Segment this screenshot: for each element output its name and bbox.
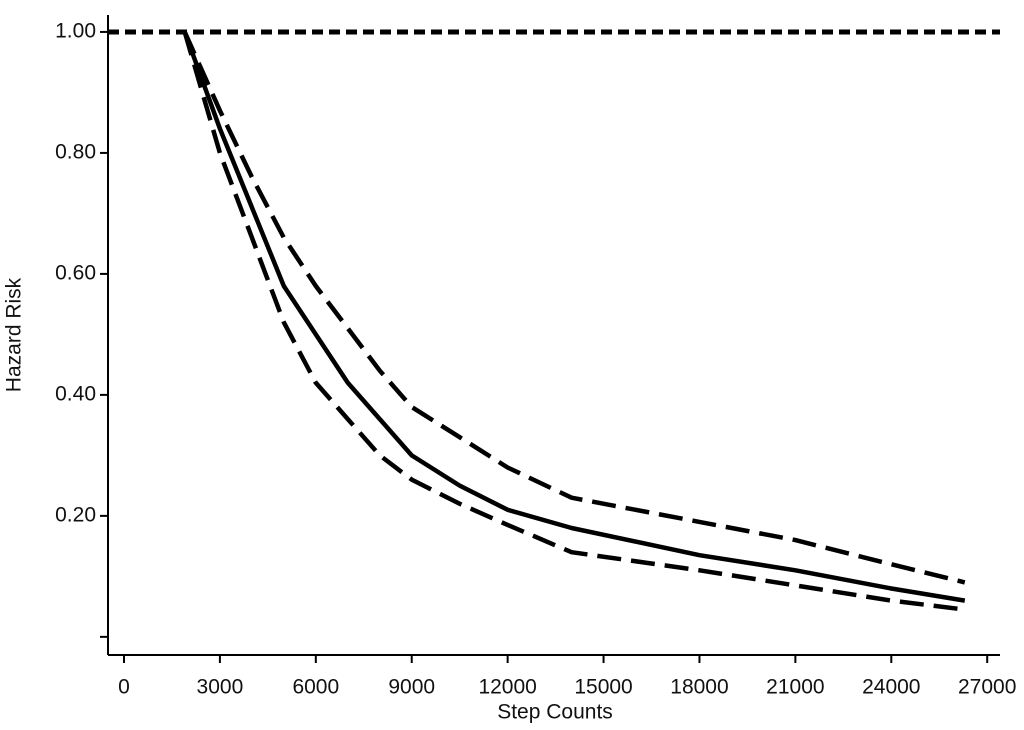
y-tick-label: 0.40 (55, 382, 96, 405)
x-tick-label: 12000 (478, 676, 536, 699)
x-tick-label: 21000 (766, 676, 824, 699)
y-tick-label: 0.80 (55, 140, 96, 163)
x-tick-label: 24000 (862, 676, 920, 699)
series-line (182, 31, 966, 603)
x-tick-label: 0 (118, 676, 130, 699)
x-tick-label: 15000 (574, 676, 632, 699)
y-tick-label: 0.60 (55, 261, 96, 284)
x-tick-label: 3000 (197, 676, 244, 699)
x-tick-label: 6000 (292, 676, 339, 699)
y-tick-label: 0.20 (55, 503, 96, 526)
series-line (182, 31, 966, 612)
y-axis-title: Hazard Risk (3, 277, 26, 392)
x-tick-label: 9000 (388, 676, 435, 699)
x-axis-title: Step Counts (497, 701, 613, 724)
x-tick-label: 18000 (670, 676, 728, 699)
series-line (182, 30, 966, 585)
x-tick-label: 27000 (958, 676, 1016, 699)
y-tick-label: 1.00 (55, 19, 96, 42)
